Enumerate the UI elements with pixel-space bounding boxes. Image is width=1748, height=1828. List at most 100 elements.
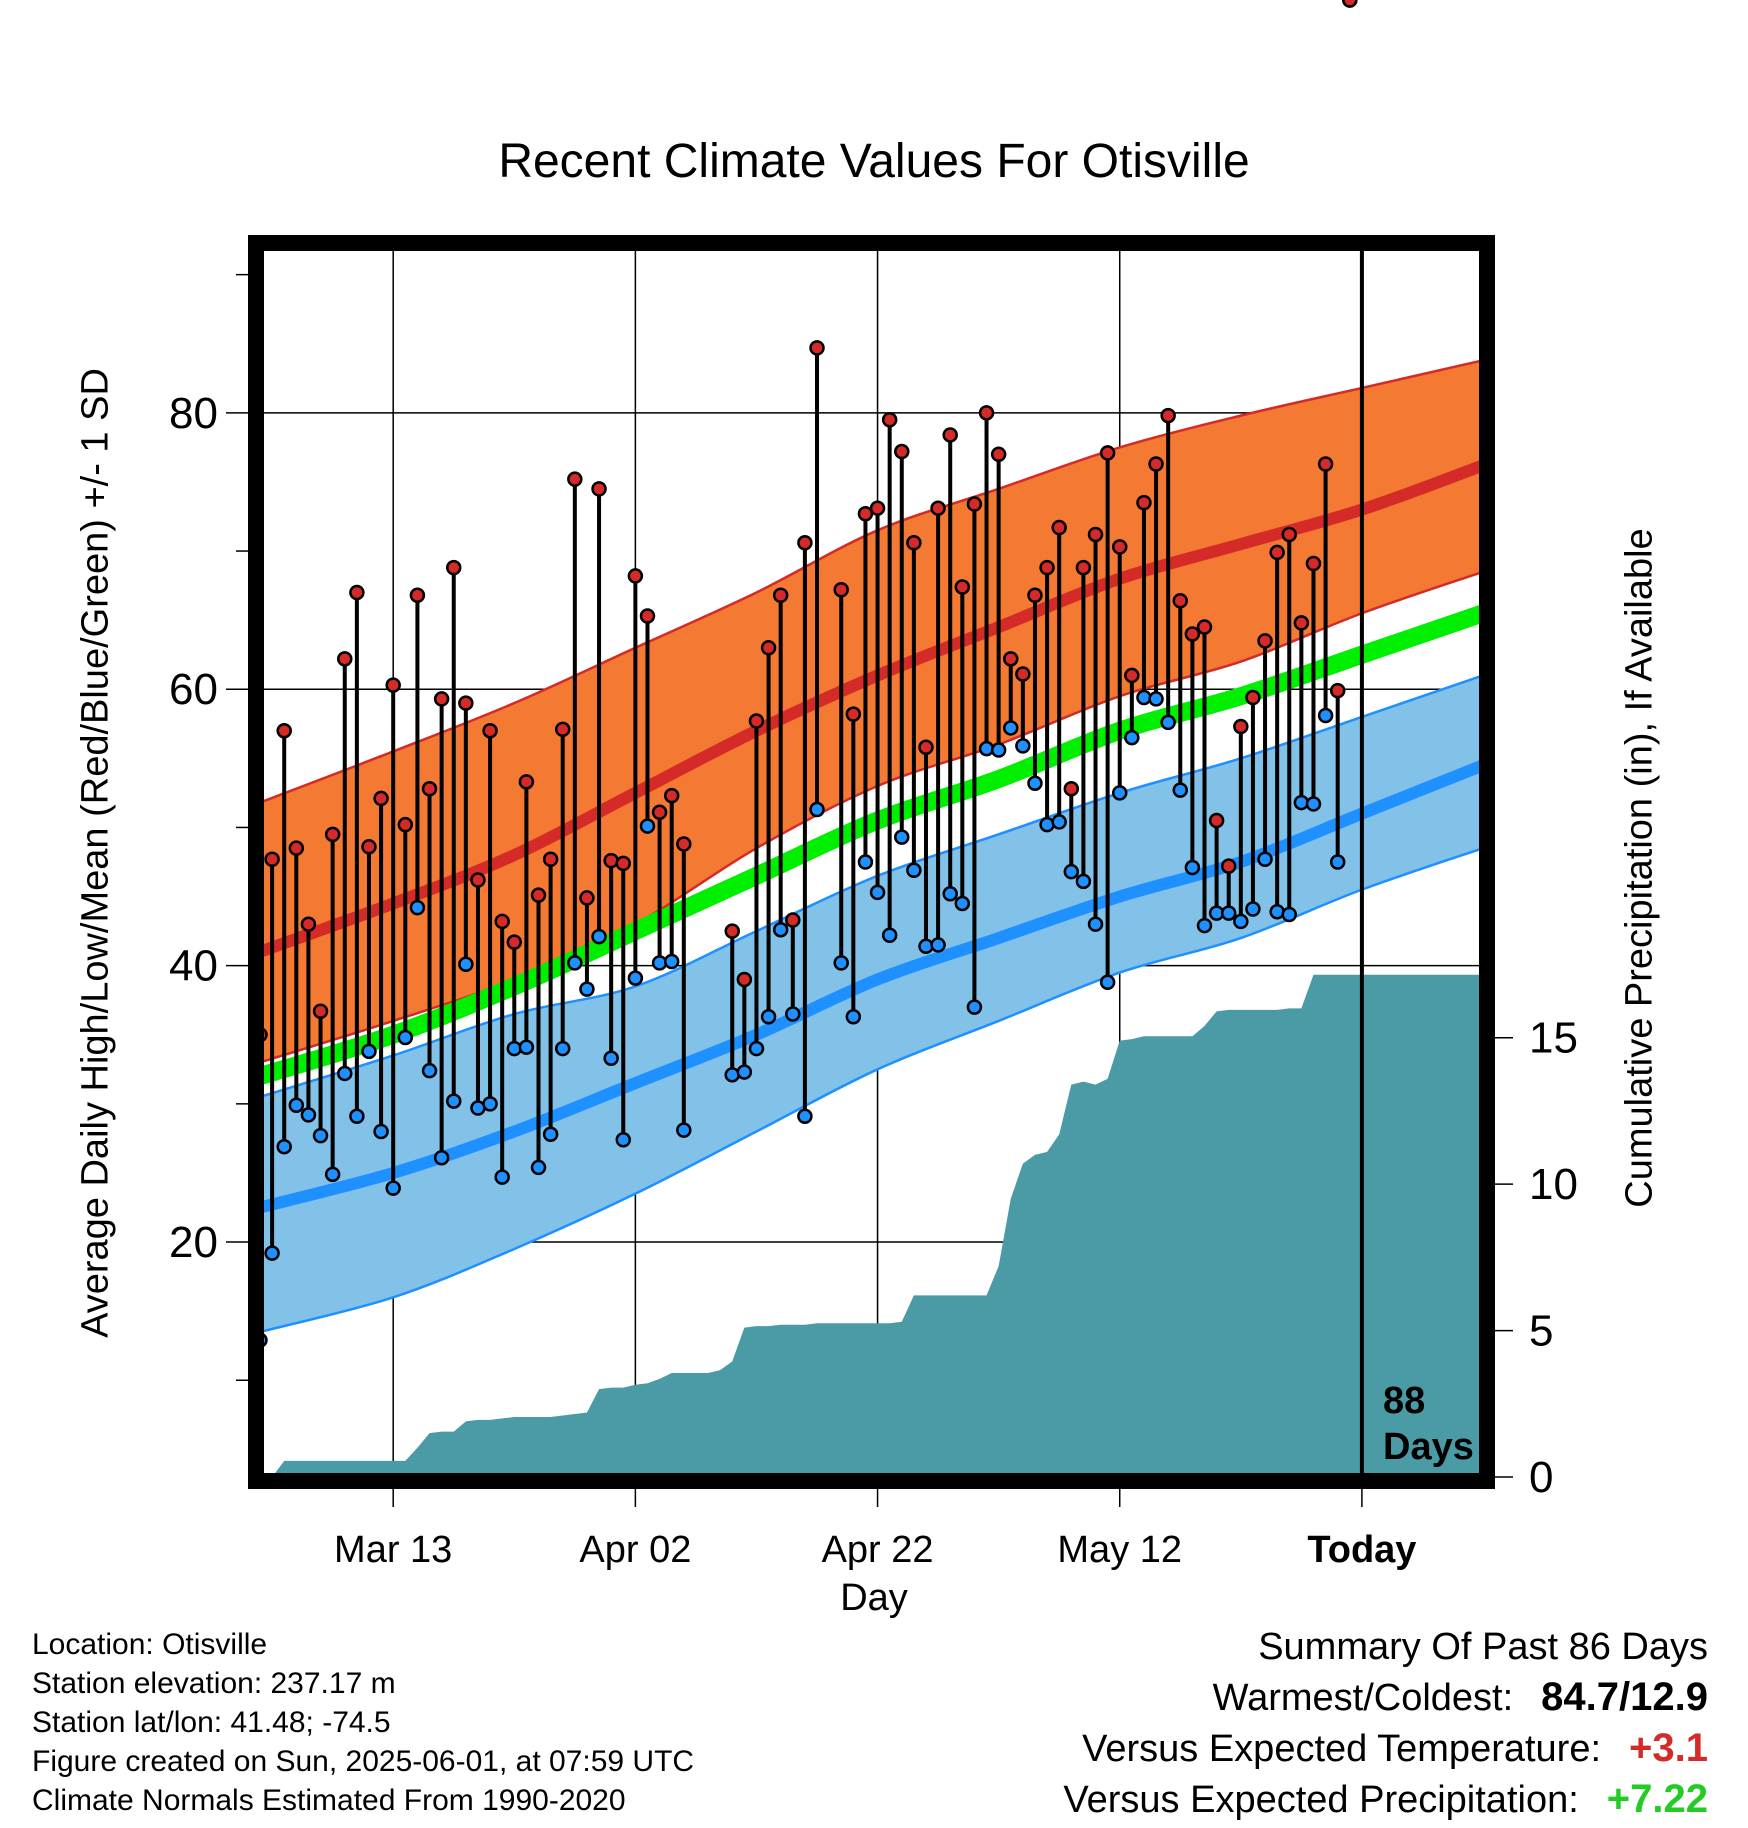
daily-low-point [797,1108,813,1125]
daily-high-point [724,923,740,939]
daily-high-point [1245,689,1261,706]
daily-high-point [966,496,983,512]
daily-high-point [1184,626,1201,642]
daily-low-point [1015,738,1031,754]
y2-tick-label: 0 [1529,1453,1553,1502]
daily-high-point [433,691,450,707]
daily-low-point [1027,775,1043,791]
daily-high-point [1172,593,1189,609]
daily-low-point [1220,905,1237,921]
daily-high-point [494,913,510,930]
daily-high-point [324,826,341,843]
daily-high-point [651,804,668,820]
daily-high-point [845,706,862,722]
daily-high-point [942,427,958,443]
daily-low-point [554,1040,571,1057]
daily-high-point [1087,526,1104,543]
daily-low-point [361,1043,377,1060]
daily-high-point [373,790,389,807]
daily-low-point [881,927,898,943]
location-line: Location: Otisville [32,1628,268,1661]
daily-low-point [627,970,644,986]
daily-high-point [1317,456,1334,472]
daily-high-point [639,608,656,624]
daily-low-point [942,886,958,902]
daily-low-point [1184,859,1201,876]
daily-low-point [724,1067,740,1083]
daily-low-point [1257,851,1273,867]
daily-high-point [676,836,692,852]
precip-anomaly-value: +7.22 [1606,1777,1708,1821]
daily-range-bars [252,0,1358,1348]
y-axis-label-left: Average Daily High/Low/Mean (Red/Blue/Gr… [74,368,117,1338]
daily-low-point [385,1180,401,1196]
daily-low-point [397,1029,414,1046]
daily-high-point [1111,539,1128,555]
daily-high-point [312,1003,329,1020]
precip-cumulative-area [260,974,1483,1477]
daily-high-point [300,916,317,932]
daily-low-point [1148,691,1164,707]
daily-low-point [990,742,1007,758]
daily-high-point [1160,407,1176,424]
created-line: Figure created on Sun, 2025-06-01, at 07… [32,1745,695,1778]
daily-low-point [966,999,983,1015]
plot-frame [248,235,1495,1489]
y-tick-label: 20 [169,1218,218,1267]
precip-area [260,974,1483,1477]
daily-high-point [1075,559,1092,576]
summary-panel: Summary Of Past 86 Days Warmest/Coldest:… [1063,1622,1708,1825]
daily-high-point [1063,781,1080,797]
daily-high-point [809,340,825,356]
daily-high-point [894,443,910,460]
y-tick-label: 80 [169,389,218,438]
daily-low-point [264,1245,280,1261]
daily-low-point [1051,814,1067,830]
daily-high-point [506,934,523,950]
warmest-coldest-label: Warmest/Coldest: [1212,1677,1514,1719]
daily-low-point [845,1009,862,1025]
daily-low-point [1245,901,1261,917]
y2-tick-label: 15 [1529,1014,1578,1063]
daily-high-point [930,500,946,516]
daily-high-point [1136,494,1152,511]
daily-low-point [458,956,474,973]
daily-high-point [736,971,753,988]
daily-high-point [1099,445,1116,461]
daily-low-point [1305,796,1322,812]
daily-low-point [894,829,910,845]
daily-high-point [1027,587,1043,604]
summary-row-precip: Versus Expected Precipitation: +7.22 [1063,1774,1708,1825]
daily-high-point [1015,666,1031,682]
daily-low-point [603,1050,619,1066]
temp-anomaly-label: Versus Expected Temperature: [1082,1728,1602,1770]
summary-row-warmest: Warmest/Coldest: 84.7/12.9 [1063,1672,1708,1723]
daily-low-point [639,818,656,834]
y2-tick-label: 10 [1529,1160,1578,1209]
daily-high-point [1269,544,1285,561]
daily-high-point [954,579,971,595]
daily-high-point [1039,559,1055,576]
daily-high-point [1342,0,1358,8]
daily-low-point [1281,906,1298,923]
y2-tick-label: 5 [1529,1307,1553,1356]
daily-low-point [579,981,595,997]
daily-low-point [421,1062,438,1079]
daily-low-point [1317,707,1334,724]
daily-low-point [1099,974,1116,990]
daily-high-point [918,739,934,756]
daily-high-point [482,722,498,739]
daily-low-point [1269,904,1285,920]
today-days-label-line: 88 [1383,1380,1426,1422]
daily-high-point [421,781,438,797]
daily-high-point [591,481,607,497]
daily-high-point [748,713,765,729]
daily-low-point [276,1138,292,1155]
daily-high-point [906,535,922,551]
daily-low-point [809,801,825,818]
daily-low-point [1087,916,1104,932]
summary-header: Summary Of Past 86 Days [1258,1626,1708,1668]
daily-low-point [373,1123,389,1140]
daily-high-point [542,851,559,867]
daily-low-point [300,1107,317,1123]
